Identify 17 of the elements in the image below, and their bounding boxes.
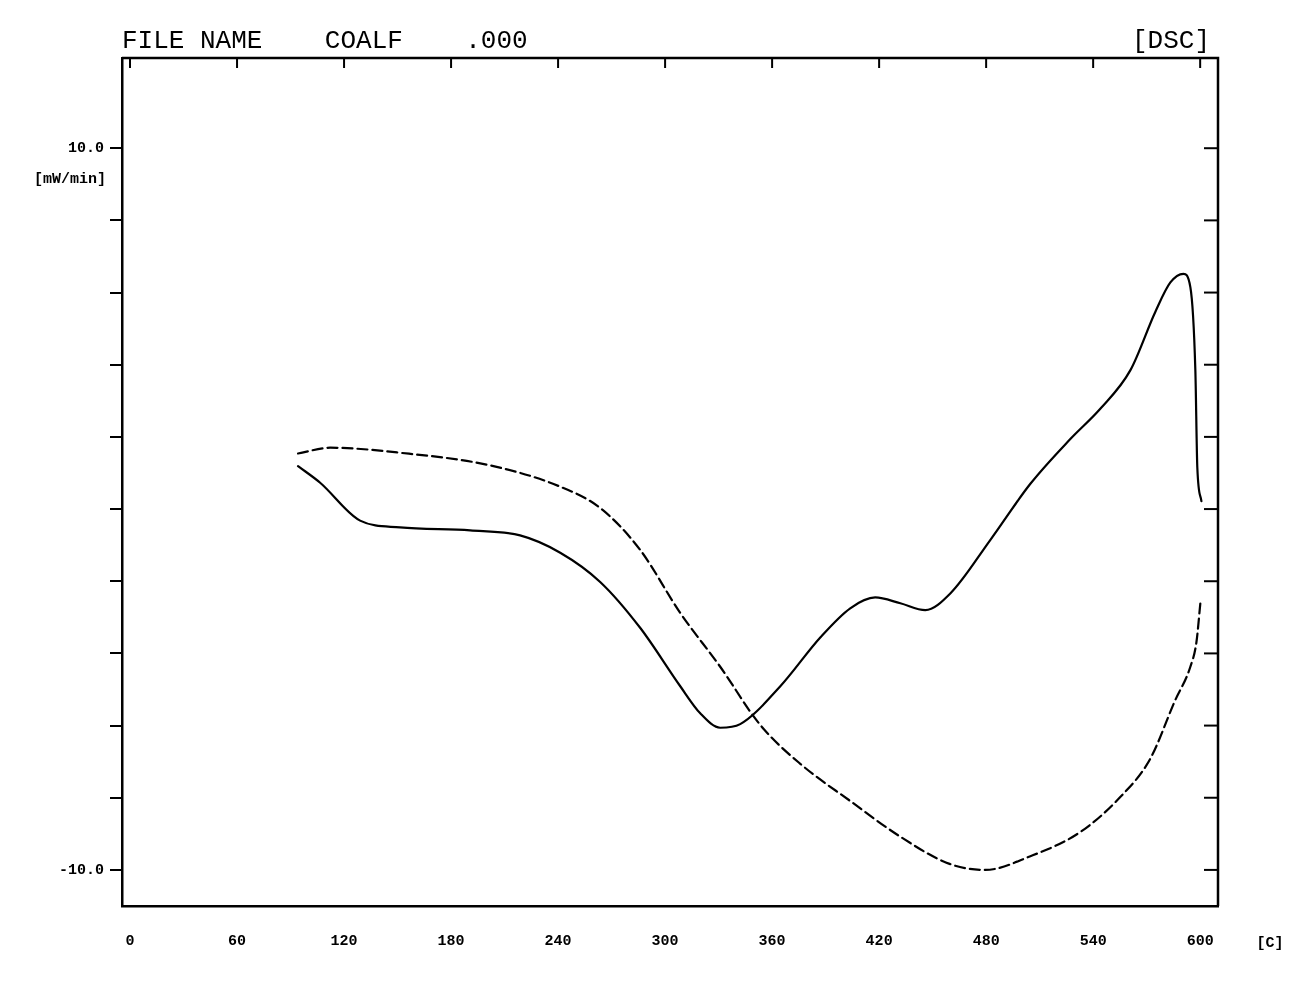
x-axis-title: [C] bbox=[1256, 935, 1284, 953]
x-tick-label: 540 bbox=[1079, 932, 1107, 950]
x-tick-label: 300 bbox=[651, 932, 679, 950]
x-tick-label: 240 bbox=[544, 932, 572, 950]
x-tick-label: 480 bbox=[972, 932, 1000, 950]
chart-title: FILE NAME COALF .000 bbox=[122, 25, 528, 56]
x-tick-label: 180 bbox=[437, 932, 465, 950]
text: [DSC] bbox=[1131, 25, 1210, 56]
y-tick-label: -10.0 bbox=[58, 861, 104, 879]
x-tick-label: 120 bbox=[330, 932, 358, 950]
y-tick-label: 10.0 bbox=[67, 139, 104, 157]
x-tick-label: 0 bbox=[125, 932, 135, 950]
y-axis-title: [mW/min] bbox=[33, 171, 106, 189]
x-tick-label: 60 bbox=[228, 932, 247, 950]
x-tick-label: 600 bbox=[1186, 932, 1214, 950]
x-tick-label: 360 bbox=[758, 932, 786, 950]
x-tick-label: 420 bbox=[865, 932, 893, 950]
